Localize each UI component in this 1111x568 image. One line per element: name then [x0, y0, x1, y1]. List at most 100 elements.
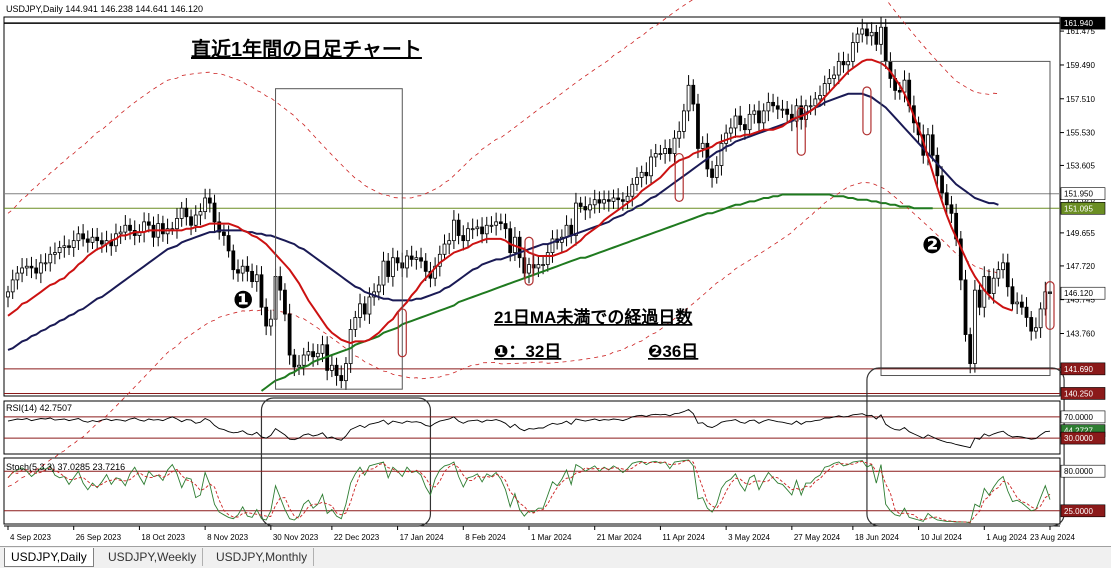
- candle-body: [231, 250, 236, 271]
- price-mark-label: 140.250: [1064, 389, 1093, 398]
- candle-body: [733, 115, 738, 129]
- candle-body: [353, 317, 358, 330]
- candle-body: [1038, 308, 1043, 329]
- cross-highlight: [1045, 281, 1055, 331]
- x-tick-label: 30 Nov 2023: [273, 533, 319, 542]
- candle-body: [184, 207, 189, 218]
- x-tick-label: 1 Mar 2024: [531, 533, 572, 542]
- tab-weekly[interactable]: USDJPY,Weekly: [102, 548, 204, 566]
- candle-body: [193, 214, 198, 226]
- ma50-line: [7, 92, 999, 351]
- x-tick-label: 27 May 2024: [794, 533, 841, 542]
- candle-body: [527, 264, 531, 274]
- candle-body: [536, 264, 541, 269]
- candle-body: [808, 105, 813, 108]
- candle-body: [620, 199, 625, 202]
- candle-body: [691, 84, 696, 105]
- candle-body: [588, 204, 592, 211]
- candle-body: [71, 240, 76, 248]
- candle-body: [855, 33, 860, 44]
- candle-body: [142, 221, 147, 233]
- candle-body: [81, 233, 85, 240]
- candle-body: [20, 267, 24, 274]
- candle-body: [362, 303, 367, 315]
- candle-body: [292, 354, 297, 368]
- chart-background: [0, 0, 1111, 546]
- candle-body: [667, 148, 672, 154]
- candle-body: [714, 165, 719, 178]
- candle-body: [494, 221, 499, 226]
- chart-title: 直近1年間の日足チャート: [191, 37, 422, 61]
- rsi-panel-frame: [3, 400, 1061, 455]
- osc-level-label: 30.0000: [1064, 434, 1093, 443]
- candle-body: [189, 216, 193, 226]
- oscillator-box-2: [866, 367, 1065, 527]
- candle-body: [414, 257, 419, 260]
- candle-body: [53, 252, 57, 255]
- price-mark-label: 161.940: [1064, 19, 1093, 28]
- x-tick-label: 23 Aug 2024: [1030, 533, 1075, 542]
- candle-body: [207, 197, 212, 204]
- candle-body: [611, 197, 616, 202]
- cross-highlight: [862, 86, 872, 136]
- candle-body: [10, 279, 15, 293]
- candle-body: [442, 243, 447, 255]
- candle-body: [118, 231, 123, 235]
- candle-body: [672, 137, 677, 154]
- candle-body: [489, 224, 494, 227]
- y-tick-label: 155.530: [1066, 129, 1095, 138]
- candle-body: [846, 60, 851, 66]
- candle-body: [217, 221, 222, 233]
- candle-body: [973, 289, 977, 364]
- candle-body: [38, 262, 43, 274]
- candle-body: [508, 228, 513, 253]
- candle-body: [456, 219, 461, 236]
- candle-body: [616, 197, 621, 201]
- candle-body: [818, 95, 822, 100]
- candle-body: [1001, 262, 1005, 271]
- annotation-label1: ❶：32日: [494, 342, 561, 361]
- osc-level-label: 70.0000: [1064, 413, 1093, 422]
- candle-body: [1005, 262, 1010, 288]
- candle-body: [175, 218, 179, 230]
- rsi-label: RSI(14) 42.7507: [6, 403, 72, 413]
- period-box-2: [880, 60, 1051, 377]
- candle-body: [212, 202, 217, 223]
- candle-body: [15, 272, 20, 281]
- candle-body: [452, 219, 456, 242]
- candle-body: [531, 264, 536, 269]
- candle-body: [1019, 301, 1024, 308]
- osc-level-box: [1060, 504, 1106, 518]
- candle-body: [423, 260, 428, 272]
- candle-body: [503, 223, 508, 230]
- candle-body: [757, 110, 761, 124]
- candle-body: [719, 142, 724, 166]
- price-mark-box: [1060, 362, 1106, 376]
- candle-body: [813, 98, 818, 107]
- candle-body: [62, 245, 67, 248]
- y-tick-label: 145.745: [1066, 296, 1095, 305]
- tab-daily[interactable]: USDJPY,Daily: [4, 548, 94, 567]
- marker-2: ❷: [922, 232, 942, 259]
- price-mark-box: [1060, 201, 1106, 215]
- candle-body: [550, 238, 555, 253]
- candle-body: [123, 224, 128, 233]
- candle-body: [57, 247, 62, 253]
- tab-monthly[interactable]: USDJPY,Monthly: [210, 548, 315, 566]
- y-tick-label: 147.720: [1066, 262, 1095, 271]
- candle-body: [470, 228, 475, 231]
- candle-body: [639, 171, 644, 178]
- candle-body: [203, 197, 208, 213]
- candle-body: [940, 175, 944, 194]
- candle-body: [405, 255, 409, 269]
- candle-body: [409, 255, 414, 260]
- candle-body: [850, 42, 855, 62]
- candle-body: [283, 289, 287, 315]
- price-mark-label: 151.095: [1064, 204, 1093, 213]
- candle-body: [606, 199, 611, 202]
- candle-body: [461, 235, 466, 242]
- y-tick-label: 143.760: [1066, 330, 1095, 339]
- candle-body: [658, 153, 663, 155]
- candle-body: [649, 156, 653, 177]
- candle-body: [747, 113, 752, 131]
